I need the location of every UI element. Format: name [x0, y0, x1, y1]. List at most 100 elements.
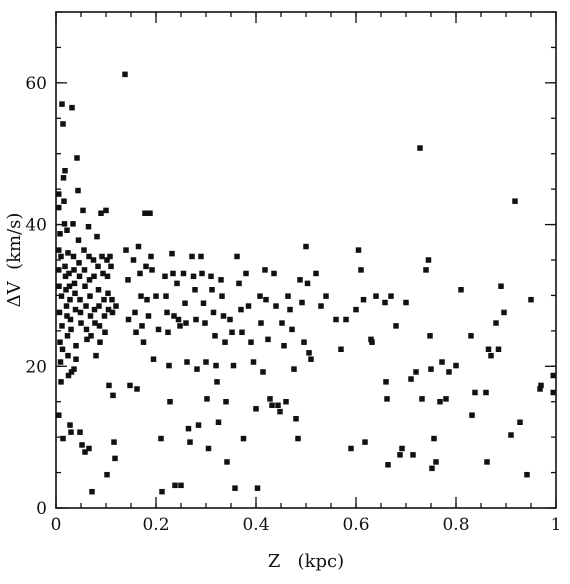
- data-point: [76, 273, 83, 280]
- data-point: [150, 356, 157, 362]
- data-point: [134, 386, 140, 392]
- data-point: [59, 323, 65, 329]
- data-point: [498, 283, 504, 289]
- data-point: [137, 270, 143, 277]
- data-point: [89, 488, 95, 495]
- data-point: [285, 293, 291, 299]
- data-point: [269, 402, 275, 409]
- data-point: [283, 398, 289, 405]
- x-tick-label: 0.6: [342, 515, 369, 535]
- data-point: [210, 309, 217, 316]
- data-point: [425, 257, 432, 263]
- data-point: [83, 326, 90, 333]
- data-point: [87, 293, 93, 299]
- data-point: [198, 253, 204, 260]
- x-tick-label: 0.8: [442, 515, 469, 535]
- data-point: [109, 296, 115, 303]
- data-point: [187, 439, 193, 445]
- data-point: [213, 362, 219, 369]
- data-point: [101, 313, 108, 319]
- data-point: [289, 326, 295, 333]
- data-point: [323, 293, 329, 299]
- data-point: [382, 299, 388, 306]
- data-point: [277, 408, 283, 415]
- data-point: [99, 253, 105, 260]
- axis-ticks: [55, 11, 557, 509]
- data-point: [538, 382, 544, 389]
- data-point: [56, 309, 63, 316]
- data-point: [224, 459, 230, 465]
- data-point: [257, 293, 263, 299]
- data-point: [308, 356, 314, 362]
- data-point: [92, 320, 98, 326]
- data-point: [112, 455, 118, 462]
- data-point: [68, 369, 75, 375]
- data-point: [212, 333, 218, 339]
- data-point: [279, 320, 285, 326]
- data-point: [153, 293, 159, 299]
- data-point: [417, 145, 423, 151]
- data-point: [67, 296, 73, 303]
- data-point: [91, 306, 98, 313]
- data-point: [163, 293, 169, 299]
- data-point: [82, 449, 88, 455]
- data-point: [360, 296, 367, 303]
- data-point: [97, 339, 103, 345]
- data-point: [158, 435, 164, 442]
- data-point: [443, 396, 449, 402]
- data-point: [373, 293, 379, 299]
- data-point: [123, 247, 129, 253]
- y-tick-label: 20: [25, 357, 47, 377]
- data-point: [127, 382, 133, 389]
- data-point: [204, 396, 210, 402]
- data-point: [135, 243, 142, 250]
- data-point: [508, 432, 514, 438]
- data-point: [234, 253, 240, 260]
- data-point: [338, 346, 344, 353]
- data-point: [57, 231, 63, 237]
- data-point: [501, 309, 507, 316]
- data-point: [353, 306, 359, 313]
- data-point: [297, 277, 303, 283]
- data-point: [468, 333, 474, 339]
- data-point: [83, 303, 89, 309]
- data-point: [65, 372, 72, 379]
- data-point: [103, 207, 109, 214]
- data-point: [62, 167, 68, 174]
- data-point: [56, 204, 62, 211]
- data-point: [86, 277, 93, 283]
- data-point: [125, 277, 131, 283]
- data-point: [56, 191, 62, 197]
- data-point: [429, 465, 435, 472]
- data-point: [165, 329, 171, 336]
- data-point: [428, 366, 434, 372]
- data-point: [75, 237, 82, 243]
- data-point: [80, 207, 86, 214]
- data-point: [56, 283, 62, 289]
- data-point: [427, 333, 433, 339]
- data-point: [397, 452, 403, 458]
- x-tick-label: 0.2: [142, 515, 169, 535]
- data-point: [472, 389, 478, 396]
- data-point: [93, 352, 99, 359]
- data-point: [107, 253, 113, 260]
- data-point: [291, 366, 297, 372]
- data-point: [172, 482, 178, 489]
- data-point: [73, 342, 79, 349]
- data-point: [91, 273, 97, 280]
- y-tick-label: 0: [36, 499, 47, 519]
- data-point: [403, 299, 409, 306]
- data-point: [148, 253, 154, 260]
- data-point: [528, 296, 534, 303]
- data-point: [384, 396, 390, 402]
- data-point: [63, 303, 70, 309]
- data-point: [182, 300, 188, 306]
- data-point: [62, 263, 68, 270]
- data-point: [232, 485, 238, 491]
- data-point: [67, 316, 74, 323]
- data-point: [63, 287, 69, 293]
- data-point: [388, 293, 394, 299]
- data-point: [180, 270, 187, 277]
- data-point: [71, 366, 77, 372]
